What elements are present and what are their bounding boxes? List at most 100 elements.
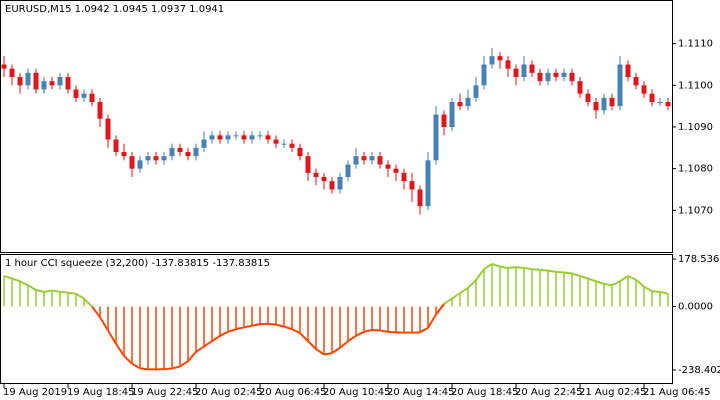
cci-line	[515, 266, 525, 269]
candle-body	[153, 156, 159, 161]
indicator-pane-frame	[0, 254, 673, 384]
candle-body	[281, 143, 287, 145]
cci-line	[51, 289, 61, 293]
candle-body	[145, 156, 151, 161]
candle-body	[129, 156, 135, 169]
candle-body	[609, 97, 615, 107]
cci-line	[307, 340, 317, 350]
cci-line	[659, 290, 669, 295]
cci-line	[11, 277, 21, 283]
cci-line	[419, 326, 429, 334]
cci-line	[299, 332, 309, 342]
y-tick-label: 1.1110	[678, 39, 713, 50]
candle-body	[241, 135, 247, 140]
cci-line	[483, 263, 493, 271]
candle-body	[481, 64, 487, 86]
cci-line	[27, 284, 37, 291]
candle-body	[433, 114, 439, 161]
candle-body	[113, 139, 119, 152]
cci-line	[491, 262, 501, 268]
y-tick-label: 1.1070	[678, 205, 713, 216]
candle-body	[57, 77, 63, 86]
cci-line	[83, 297, 93, 308]
candle-body	[209, 135, 215, 140]
candle-body	[305, 156, 311, 173]
cci-line	[275, 323, 285, 328]
cci-line	[587, 277, 597, 283]
candle-body	[585, 93, 591, 102]
cci-line	[635, 279, 645, 288]
y-tick-label: 1.1080	[678, 164, 713, 175]
cci-line	[531, 268, 541, 271]
cci-line	[75, 292, 85, 300]
cci-line	[323, 352, 333, 356]
candle-body	[665, 102, 671, 107]
cci-line	[195, 345, 205, 353]
x-tick-label: 20 Aug 06:45	[259, 387, 326, 398]
candle-body	[297, 147, 303, 157]
cci-line	[579, 274, 589, 280]
candle-body	[489, 56, 495, 65]
candle-body	[521, 64, 527, 77]
candle-body	[457, 102, 463, 107]
x-tick-label: 21 Aug 02:45	[579, 387, 646, 398]
candle-body	[169, 147, 175, 157]
candle-body	[377, 156, 383, 165]
candle-body	[1, 64, 7, 69]
candle-body	[353, 156, 359, 165]
candle-body	[409, 181, 415, 190]
cci-line	[443, 297, 453, 305]
candle-body	[17, 77, 23, 86]
cci-line	[203, 340, 213, 348]
candle-body	[185, 152, 191, 157]
candle-body	[217, 135, 223, 140]
cci-line	[475, 268, 485, 281]
candle-body	[401, 172, 407, 182]
price-pane-frame	[0, 0, 673, 253]
candle-body	[361, 156, 367, 161]
cci-line	[123, 355, 133, 365]
candle-body	[641, 85, 647, 94]
candle-body	[561, 72, 567, 77]
cci-line	[163, 367, 173, 371]
cci-line	[363, 328, 373, 333]
candle-body	[49, 81, 55, 86]
cci-line	[315, 348, 325, 356]
y-tick-label: -238.40259	[678, 365, 720, 376]
cci-line	[451, 292, 461, 300]
cci-line	[59, 290, 69, 294]
cci-line	[555, 270, 565, 274]
x-tick-label: 19 Aug 22:45	[131, 387, 198, 398]
candle-body	[289, 143, 295, 148]
candle-body	[313, 172, 319, 177]
cci-line	[331, 346, 341, 354]
cci-line	[539, 268, 549, 272]
cci-line	[19, 280, 29, 287]
candle-body	[201, 139, 207, 148]
cci-line	[91, 305, 101, 318]
y-tick-label: 0.0000	[678, 302, 713, 313]
cci-line	[291, 328, 301, 335]
candle-body	[73, 89, 79, 98]
cci-line	[499, 265, 509, 269]
candle-body	[89, 93, 95, 102]
candle-body	[545, 72, 551, 82]
candle-body	[465, 97, 471, 107]
candle-body	[617, 64, 623, 107]
cci-line	[43, 289, 53, 293]
candle-body	[105, 118, 111, 140]
candle-body	[137, 160, 143, 169]
candle-body	[417, 189, 423, 207]
candle-body	[473, 85, 479, 98]
candle-body	[265, 135, 271, 140]
candle-body	[601, 97, 607, 111]
candle-body	[345, 164, 351, 177]
candle-body	[441, 114, 447, 127]
cci-line	[35, 289, 45, 293]
x-tick-label: 19 Aug 2019	[3, 387, 67, 398]
cci-line	[339, 340, 349, 349]
cci-line	[523, 266, 533, 271]
cci-line	[507, 266, 517, 269]
candle-body	[193, 147, 199, 157]
cci-line	[435, 303, 445, 316]
